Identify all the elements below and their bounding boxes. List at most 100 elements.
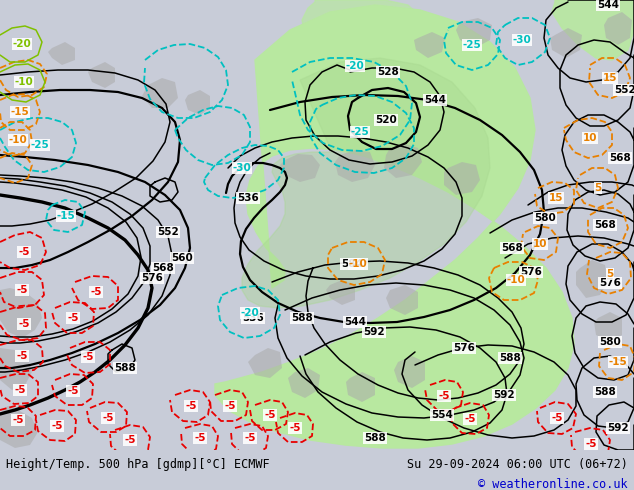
Polygon shape: [280, 154, 320, 182]
Text: 592: 592: [363, 327, 385, 337]
Polygon shape: [0, 406, 38, 448]
Text: 584: 584: [341, 259, 363, 269]
Text: 10: 10: [583, 133, 597, 143]
Text: -5: -5: [264, 410, 276, 420]
Text: -20: -20: [241, 308, 259, 318]
Text: 15: 15: [549, 193, 563, 203]
Text: 552: 552: [157, 227, 179, 237]
Text: -5: -5: [102, 413, 113, 423]
Polygon shape: [594, 312, 622, 342]
Text: -5: -5: [18, 247, 30, 257]
Polygon shape: [302, 0, 422, 64]
Text: -20: -20: [346, 61, 365, 71]
Text: -5: -5: [51, 421, 63, 431]
Text: -5: -5: [14, 385, 26, 395]
Text: 10: 10: [533, 239, 547, 249]
Polygon shape: [576, 260, 608, 298]
Text: -5: -5: [16, 351, 28, 361]
Text: -5: -5: [16, 285, 28, 295]
Polygon shape: [604, 12, 632, 45]
Text: 544: 544: [344, 317, 366, 327]
Text: 520: 520: [375, 115, 397, 125]
Text: 588: 588: [499, 353, 521, 363]
Text: 568: 568: [609, 153, 631, 163]
Polygon shape: [552, 0, 634, 60]
Text: -20: -20: [13, 39, 31, 49]
Text: 588: 588: [364, 433, 386, 443]
Text: 544: 544: [424, 95, 446, 105]
Text: -5: -5: [18, 319, 30, 329]
Text: 528: 528: [377, 67, 399, 77]
Text: -15: -15: [11, 107, 29, 117]
Polygon shape: [248, 348, 282, 378]
Polygon shape: [414, 32, 445, 58]
Text: -10: -10: [507, 275, 526, 285]
Text: 554: 554: [431, 410, 453, 420]
Polygon shape: [384, 144, 422, 178]
Polygon shape: [326, 280, 355, 305]
Polygon shape: [48, 42, 75, 65]
Text: 592: 592: [493, 390, 515, 400]
Text: -25: -25: [463, 40, 481, 50]
Text: -5: -5: [464, 414, 476, 424]
Text: -30: -30: [233, 163, 251, 173]
Text: Height/Temp. 500 hPa [gdmp][°C] ECMWF: Height/Temp. 500 hPa [gdmp][°C] ECMWF: [6, 458, 270, 470]
Text: © weatheronline.co.uk: © weatheronline.co.uk: [478, 477, 628, 490]
Text: 576: 576: [141, 273, 163, 283]
Text: -5: -5: [124, 435, 136, 445]
Text: 588: 588: [114, 363, 136, 373]
Text: 576: 576: [453, 343, 475, 353]
Polygon shape: [215, 5, 574, 448]
Text: 536: 536: [242, 313, 264, 323]
Polygon shape: [550, 28, 582, 58]
Text: -5: -5: [244, 433, 256, 443]
Text: 576: 576: [599, 278, 621, 288]
Polygon shape: [394, 356, 425, 388]
Text: 588: 588: [594, 387, 616, 397]
Text: -10: -10: [9, 135, 27, 145]
Polygon shape: [288, 368, 320, 398]
Text: 588: 588: [291, 313, 313, 323]
Text: -5: -5: [194, 433, 206, 443]
Text: -10: -10: [15, 77, 34, 87]
Polygon shape: [456, 18, 492, 48]
Text: 552: 552: [614, 85, 634, 95]
Text: 15: 15: [603, 73, 618, 83]
Text: -5: -5: [551, 413, 563, 423]
Polygon shape: [0, 288, 42, 338]
Text: 568: 568: [152, 263, 174, 273]
Text: -15: -15: [56, 211, 75, 221]
Text: 568: 568: [594, 220, 616, 230]
Text: 580: 580: [599, 337, 621, 347]
Polygon shape: [242, 58, 490, 308]
Text: -5: -5: [585, 439, 597, 449]
Text: -5: -5: [67, 313, 79, 323]
Text: -5: -5: [82, 352, 94, 362]
Text: 576: 576: [520, 267, 542, 277]
Text: 536: 536: [237, 193, 259, 203]
Polygon shape: [335, 150, 375, 182]
Text: -25: -25: [30, 140, 49, 150]
Text: -25: -25: [351, 127, 370, 137]
Text: 5: 5: [606, 269, 614, 279]
Polygon shape: [346, 372, 375, 402]
Text: 5: 5: [595, 183, 602, 193]
Text: 580: 580: [534, 213, 556, 223]
Text: -5: -5: [438, 391, 450, 401]
Polygon shape: [88, 62, 115, 88]
Text: Su 29-09-2024 06:00 UTC (06+72): Su 29-09-2024 06:00 UTC (06+72): [407, 458, 628, 470]
Polygon shape: [185, 90, 210, 115]
Text: 544: 544: [597, 0, 619, 10]
Text: -5: -5: [224, 401, 236, 411]
Text: -10: -10: [349, 259, 367, 269]
Text: -30: -30: [513, 35, 531, 45]
Polygon shape: [444, 162, 480, 195]
Text: 592: 592: [607, 423, 629, 433]
Polygon shape: [142, 78, 178, 108]
Polygon shape: [0, 348, 32, 390]
Text: -5: -5: [90, 287, 101, 297]
Text: -5: -5: [67, 386, 79, 396]
Text: -15: -15: [609, 357, 628, 367]
Polygon shape: [386, 285, 418, 315]
Text: 560: 560: [171, 253, 193, 263]
